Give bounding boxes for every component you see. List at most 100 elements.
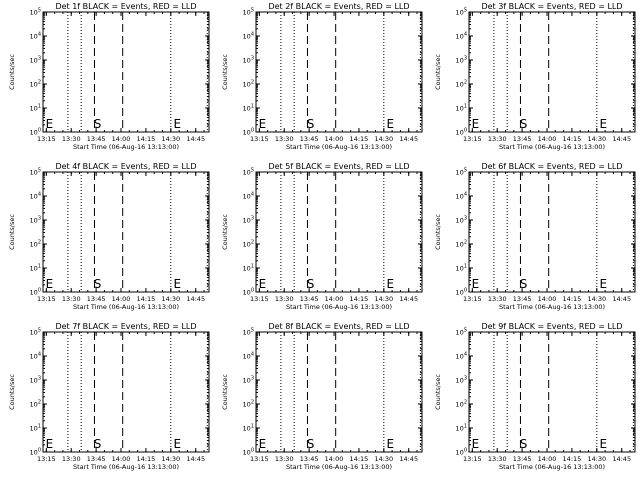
detector-panel: Det 3f BLACK = Events, RED = LLD 13:15 13:… — [434, 2, 636, 151]
y-axis-title: Counts/sec — [434, 214, 442, 250]
y-axis-title: Counts/sec — [434, 54, 442, 90]
x-tick-label: 14:30 — [587, 295, 606, 303]
y-tick-label: 103 — [456, 56, 467, 65]
y-axis-title: Counts/sec — [221, 54, 229, 90]
x-tick-label: 14:45 — [612, 295, 631, 303]
interval-marker-label: S — [307, 117, 315, 131]
interval-marker-label: S — [307, 437, 315, 451]
interval-marker-label: S — [307, 277, 315, 291]
x-tick-label: 13:15 — [37, 135, 56, 143]
x-tick-label: 13:30 — [275, 295, 294, 303]
y-tick-label: 104 — [456, 32, 467, 41]
y-tick-label: 103 — [456, 216, 467, 225]
y-tick-label: 102 — [456, 240, 467, 249]
x-tick-label: 13:15 — [250, 455, 269, 463]
x-tick-label: 13:30 — [62, 295, 81, 303]
x-tick-label: 13:30 — [62, 135, 81, 143]
x-tick-label: 14:30 — [161, 295, 180, 303]
x-axis-title: Start Time (06-Aug-16 13:13:00) — [499, 143, 605, 151]
y-tick-label: 101 — [30, 424, 41, 433]
y-tick-label: 104 — [30, 352, 41, 361]
x-tick-label: 14:45 — [186, 455, 205, 463]
y-tick-label: 104 — [456, 192, 467, 201]
y-axis-title: Counts/sec — [8, 374, 16, 410]
x-tick-label: 13:30 — [62, 455, 81, 463]
y-tick-label: 105 — [456, 168, 467, 177]
x-tick-label: 14:45 — [399, 455, 418, 463]
y-tick-label: 105 — [456, 328, 467, 337]
detector-panel: Det 5f BLACK = Events, RED = LLD 13:15 13:… — [221, 162, 423, 311]
x-tick-label: 14:15 — [137, 135, 156, 143]
y-tick-label: 105 — [456, 8, 467, 17]
plot-frame — [468, 171, 636, 293]
y-axis-title: Counts/sec — [221, 214, 229, 250]
y-tick-label: 103 — [30, 376, 41, 385]
y-tick-label: 102 — [30, 400, 41, 409]
interval-marker-label: E — [472, 277, 480, 291]
interval-marker-label: S — [520, 277, 528, 291]
panel-title: Det 5f BLACK = Events, RED = LLD — [268, 162, 409, 171]
x-tick-label: 14:30 — [374, 135, 393, 143]
x-tick-label: 13:45 — [513, 455, 532, 463]
x-tick-label: 14:45 — [399, 135, 418, 143]
detector-panel: Det 8f BLACK = Events, RED = LLD 13:15 13:… — [221, 322, 423, 471]
y-tick-label: 103 — [243, 216, 254, 225]
y-tick-label: 103 — [243, 376, 254, 385]
x-tick-label: 14:30 — [161, 135, 180, 143]
y-tick-label: 101 — [456, 264, 467, 273]
x-tick-label: 13:45 — [300, 135, 319, 143]
y-tick-label: 101 — [456, 104, 467, 113]
interval-marker-label: S — [94, 437, 102, 451]
y-tick-label: 104 — [30, 192, 41, 201]
plot-frame — [468, 331, 636, 453]
x-tick-label: 13:15 — [463, 295, 482, 303]
panel-title: Det 1f BLACK = Events, RED = LLD — [55, 2, 196, 11]
detector-panel: Det 6f BLACK = Events, RED = LLD 13:15 13:… — [434, 162, 636, 311]
x-tick-label: 14:00 — [538, 135, 557, 143]
plot-frame — [468, 11, 636, 133]
y-tick-label: 100 — [243, 448, 254, 457]
x-tick-label: 13:30 — [275, 135, 294, 143]
plot-frame — [42, 11, 210, 133]
y-tick-label: 104 — [243, 352, 254, 361]
y-tick-label: 101 — [30, 264, 41, 273]
x-axis-title: Start Time (06-Aug-16 13:13:00) — [286, 463, 392, 471]
interval-marker-label: S — [94, 117, 102, 131]
y-tick-label: 101 — [243, 424, 254, 433]
interval-marker-label: E — [173, 437, 181, 451]
interval-marker-label: E — [259, 117, 267, 131]
interval-marker-label: S — [520, 437, 528, 451]
panel-title: Det 9f BLACK = Events, RED = LLD — [481, 322, 622, 331]
y-axis-title: Counts/sec — [434, 374, 442, 410]
x-tick-label: 13:45 — [87, 135, 106, 143]
x-tick-label: 13:30 — [488, 295, 507, 303]
y-tick-label: 103 — [30, 216, 41, 225]
y-tick-label: 102 — [30, 240, 41, 249]
x-tick-label: 13:45 — [300, 455, 319, 463]
x-tick-label: 13:45 — [87, 295, 106, 303]
y-tick-label: 105 — [30, 8, 41, 17]
y-tick-label: 103 — [456, 376, 467, 385]
y-tick-label: 101 — [243, 264, 254, 273]
interval-marker-label: S — [94, 277, 102, 291]
y-tick-label: 100 — [456, 288, 467, 297]
x-tick-label: 13:45 — [300, 295, 319, 303]
x-tick-label: 13:45 — [513, 295, 532, 303]
x-tick-label: 14:00 — [112, 295, 131, 303]
x-tick-label: 14:00 — [112, 455, 131, 463]
y-tick-label: 100 — [243, 288, 254, 297]
y-tick-label: 105 — [30, 328, 41, 337]
interval-marker-label: E — [599, 277, 607, 291]
interval-marker-label: E — [259, 437, 267, 451]
y-tick-label: 100 — [30, 288, 41, 297]
panel-title: Det 3f BLACK = Events, RED = LLD — [481, 2, 622, 11]
plot-frame — [255, 171, 423, 293]
interval-marker-label: E — [386, 437, 394, 451]
interval-marker-label: E — [599, 437, 607, 451]
x-tick-label: 14:15 — [563, 295, 582, 303]
detector-panel: Det 9f BLACK = Events, RED = LLD 13:15 13:… — [434, 322, 636, 471]
interval-marker-label: E — [46, 277, 54, 291]
y-tick-label: 102 — [243, 240, 254, 249]
x-tick-label: 14:45 — [186, 295, 205, 303]
